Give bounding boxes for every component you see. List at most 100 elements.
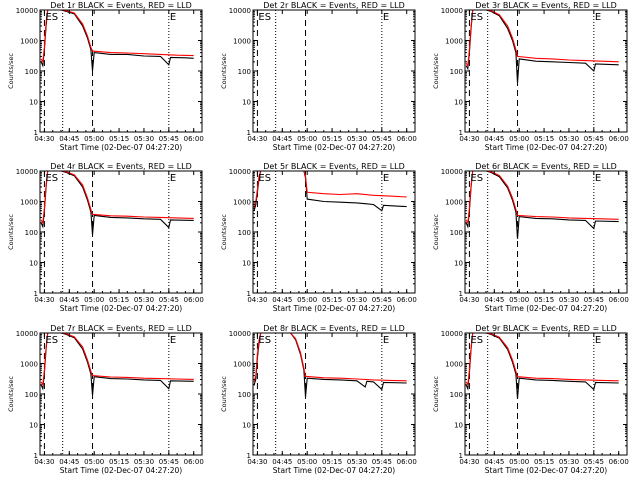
x-tick-label: 04:45 — [59, 458, 79, 466]
x-tick-label: 05:00 — [297, 458, 317, 466]
y-tick-label: 1000 — [233, 199, 251, 207]
x-tick-label: 06:00 — [184, 458, 204, 466]
x-tick-label: 05:30 — [559, 296, 579, 304]
x-tick-label: 06:00 — [397, 135, 417, 143]
x-tick-label: 05:15 — [322, 296, 342, 304]
plot-title: Det 2r BLACK = Events, RED = LLD — [263, 1, 405, 10]
x-tick-label: 05:00 — [84, 135, 104, 143]
series-lld-line — [40, 333, 194, 387]
x-axis-label: Start Time (02-Dec-07 04:27:20) — [273, 143, 395, 152]
event-marker-es: ES — [45, 335, 58, 346]
series-lld-line — [465, 10, 619, 68]
y-tick-label: 100 — [450, 229, 463, 237]
y-axis-label: Counts/sec — [7, 376, 15, 412]
y-tick-label: 1 — [459, 129, 463, 137]
x-tick-label: 05:00 — [509, 135, 529, 143]
x-tick-label: 04:45 — [272, 135, 292, 143]
event-marker-e: E — [595, 12, 601, 23]
x-tick-label: 05:45 — [372, 135, 392, 143]
y-tick-label: 10000 — [16, 168, 38, 176]
event-marker-es: ES — [258, 173, 271, 184]
y-tick-label: 100 — [238, 391, 251, 399]
y-axis-label: Counts/sec — [7, 214, 15, 250]
x-tick-label: 04:30 — [459, 458, 479, 466]
plot-panel-5: Det 5r BLACK = Events, RED = LLD ES E 1 10 10… — [220, 162, 417, 313]
y-tick-label: 1000 — [445, 38, 463, 46]
plot-panel-2: Det 2r BLACK = Events, RED = LLD ES E 1 10 10… — [220, 1, 417, 152]
y-axis-label: Counts/sec — [432, 376, 440, 412]
y-tick-label: 10 — [242, 99, 251, 107]
x-tick-label: 05:15 — [322, 458, 342, 466]
x-tick-label: 06:00 — [609, 458, 629, 466]
event-marker-es: ES — [470, 173, 483, 184]
y-tick-label: 10000 — [441, 7, 463, 15]
y-tick-label: 1000 — [233, 38, 251, 46]
x-tick-label: 05:00 — [297, 296, 317, 304]
x-tick-label: 06:00 — [609, 296, 629, 304]
plot-title: Det 4r BLACK = Events, RED = LLD — [50, 162, 192, 171]
y-tick-label: 1000 — [20, 199, 38, 207]
x-tick-label: 05:30 — [134, 135, 154, 143]
y-tick-label: 10 — [454, 260, 463, 268]
plot-frame — [252, 332, 416, 456]
x-tick-label: 04:30 — [247, 135, 267, 143]
y-tick-label: 1000 — [445, 361, 463, 369]
x-tick-label: 06:00 — [397, 296, 417, 304]
x-tick-label: 05:45 — [159, 296, 179, 304]
x-tick-label: 05:15 — [534, 135, 554, 143]
x-tick-label: 05:30 — [134, 458, 154, 466]
x-tick-label: 05:00 — [509, 296, 529, 304]
event-marker-es: ES — [470, 12, 483, 23]
x-tick-label: 04:30 — [459, 135, 479, 143]
x-axis-label: Start Time (02-Dec-07 04:27:20) — [60, 143, 182, 152]
x-tick-label: 06:00 — [184, 296, 204, 304]
plot-title: Det 6r BLACK = Events, RED = LLD — [475, 162, 617, 171]
x-tick-label: 04:45 — [484, 135, 504, 143]
y-tick-label: 100 — [25, 391, 38, 399]
y-axis-label: Counts/sec — [220, 376, 228, 412]
y-tick-label: 1 — [34, 129, 38, 137]
x-tick-label: 05:30 — [134, 296, 154, 304]
event-marker-es: ES — [258, 335, 271, 346]
x-tick-label: 05:30 — [559, 135, 579, 143]
y-tick-label: 100 — [238, 229, 251, 237]
x-tick-label: 04:30 — [34, 458, 54, 466]
series-lld-line — [40, 171, 194, 225]
x-tick-label: 05:30 — [559, 458, 579, 466]
event-marker-e: E — [170, 12, 176, 23]
event-marker-e: E — [383, 173, 389, 184]
y-tick-label: 10 — [454, 99, 463, 107]
x-axis-label: Start Time (02-Dec-07 04:27:20) — [485, 466, 607, 475]
event-marker-e: E — [595, 335, 601, 346]
x-tick-label: 05:00 — [509, 458, 529, 466]
y-tick-label: 1 — [247, 290, 251, 298]
y-tick-label: 100 — [238, 68, 251, 76]
y-axis-label: Counts/sec — [432, 214, 440, 250]
plot-title: Det 5r BLACK = Events, RED = LLD — [263, 162, 405, 171]
x-axis-label: Start Time (02-Dec-07 04:27:20) — [273, 304, 395, 313]
plot-panel-7: Det 7r BLACK = Events, RED = LLD ES E 1 10 10… — [7, 324, 204, 475]
x-tick-label: 05:15 — [109, 135, 129, 143]
plot-frame — [39, 9, 203, 133]
plot-frame — [252, 170, 416, 294]
x-tick-label: 05:15 — [109, 296, 129, 304]
x-axis-label: Start Time (02-Dec-07 04:27:20) — [60, 304, 182, 313]
series-lld-line — [253, 333, 407, 383]
y-tick-label: 10000 — [229, 7, 251, 15]
plot-title: Det 9r BLACK = Events, RED = LLD — [475, 324, 617, 333]
plot-frame — [464, 9, 628, 133]
plot-title: Det 7r BLACK = Events, RED = LLD — [50, 324, 192, 333]
x-tick-label: 05:45 — [584, 296, 604, 304]
x-tick-label: 05:30 — [347, 296, 367, 304]
y-tick-label: 10 — [242, 260, 251, 268]
y-tick-label: 1 — [459, 290, 463, 298]
x-tick-label: 04:30 — [34, 135, 54, 143]
plot-frame — [464, 332, 628, 456]
x-tick-label: 05:45 — [584, 458, 604, 466]
x-tick-label: 04:45 — [272, 458, 292, 466]
x-tick-label: 05:30 — [347, 135, 367, 143]
x-tick-label: 05:15 — [534, 458, 554, 466]
x-tick-label: 05:00 — [297, 135, 317, 143]
x-tick-label: 04:45 — [484, 458, 504, 466]
